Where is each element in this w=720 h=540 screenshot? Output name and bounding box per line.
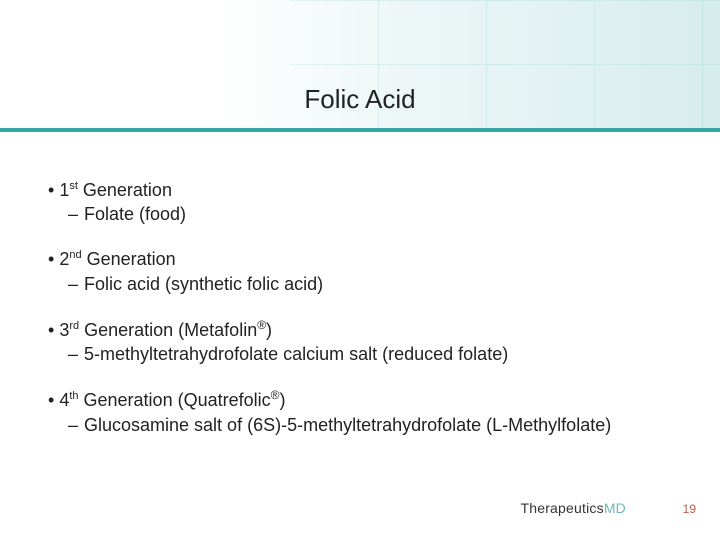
title-underline (0, 128, 720, 132)
ordinal: 1 (59, 180, 69, 200)
generation-heading: • 2nd Generation (48, 247, 672, 271)
ordinal: 2 (59, 249, 69, 269)
registered-mark: ® (257, 318, 266, 332)
generation-sub: –Folic acid (synthetic folic acid) (48, 272, 672, 297)
ordinal: 3 (59, 320, 69, 340)
sub-text: Glucosamine salt of (6S)-5-methyltetrahy… (84, 415, 611, 435)
ordinal: 4 (59, 390, 69, 410)
heading-rest: Generation (Metafolin (79, 320, 257, 340)
generation-sub: –Glucosamine salt of (6S)-5-methyltetrah… (48, 413, 672, 438)
sub-text: 5-methyltetrahydrofolate calcium salt (r… (84, 344, 508, 364)
list-item: • 4th Generation (Quatrefolic®) –Glucosa… (48, 387, 672, 437)
heading-tail: ) (266, 320, 272, 340)
slide-title: Folic Acid (0, 84, 720, 115)
generation-heading: • 3rd Generation (Metafolin®) (48, 317, 672, 342)
heading-rest: Generation (78, 180, 172, 200)
generation-sub: –Folate (food) (48, 202, 672, 227)
logo-part1: Therapeutics (520, 500, 603, 516)
sub-text: Folate (food) (84, 204, 186, 224)
list-item: • 2nd Generation –Folic acid (synthetic … (48, 247, 672, 296)
heading-rest: Generation (Quatrefolic (79, 390, 271, 410)
heading-rest: Generation (82, 249, 176, 269)
generation-sub: –5-methyltetrahydrofolate calcium salt (… (48, 342, 672, 367)
sub-text: Folic acid (synthetic folic acid) (84, 274, 323, 294)
ordinal-suffix: nd (69, 249, 81, 261)
list-item: • 3rd Generation (Metafolin®) –5-methylt… (48, 317, 672, 367)
generation-heading: • 1st Generation (48, 178, 672, 202)
logo-part2: MD (604, 500, 626, 516)
generation-heading: • 4th Generation (Quatrefolic®) (48, 387, 672, 412)
ordinal-suffix: rd (69, 320, 79, 332)
page-number: 19 (683, 502, 696, 516)
slide-content: • 1st Generation –Folate (food) • 2nd Ge… (48, 178, 672, 458)
ordinal-suffix: st (69, 180, 78, 192)
list-item: • 1st Generation –Folate (food) (48, 178, 672, 227)
company-logo: TherapeuticsMD (520, 500, 626, 516)
ordinal-suffix: th (69, 390, 78, 402)
heading-tail: ) (279, 390, 285, 410)
